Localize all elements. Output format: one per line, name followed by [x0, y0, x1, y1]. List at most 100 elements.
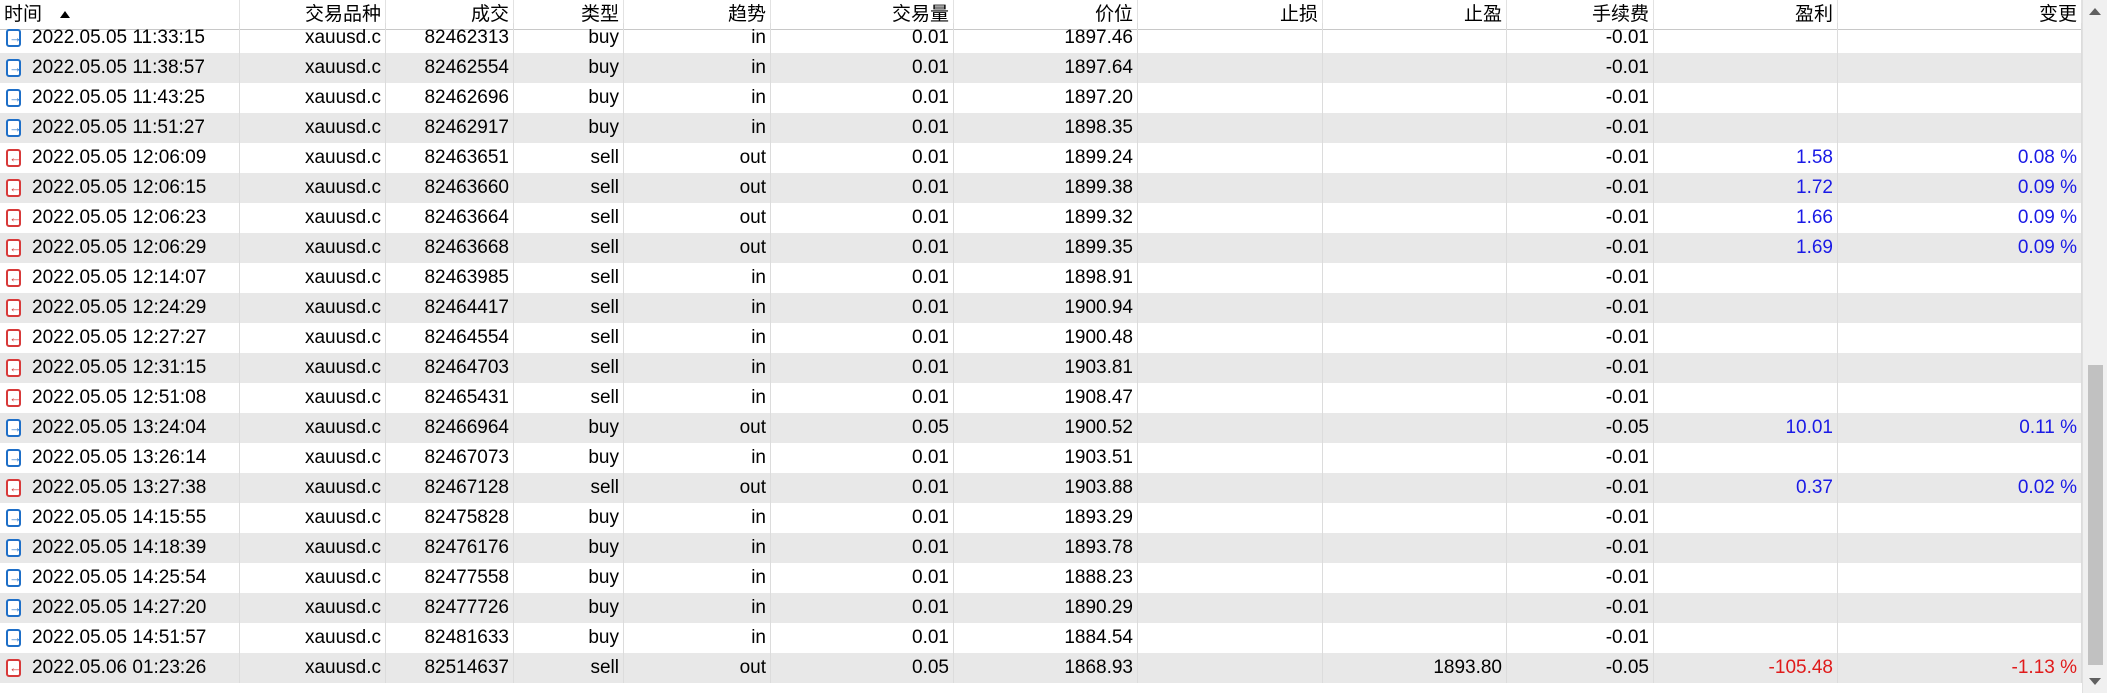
table-row[interactable]: 2022.05.05 11:51:27 xauusd.c 82462917 buy in… — [0, 113, 2082, 143]
cell-text: 82514637 — [424, 657, 509, 678]
table-row[interactable]: 2022.05.06 01:23:26 xauusd.c 82514637 sell o… — [0, 653, 2082, 683]
cell-text: 1890.29 — [1064, 597, 1133, 618]
table-row[interactable]: 2022.05.05 12:06:29 xauusd.c 82463668 sell o… — [0, 233, 2082, 263]
deal-in-icon — [6, 569, 22, 587]
cell-profit: 1.66 — [1654, 203, 1838, 233]
table-row[interactable]: 2022.05.05 12:14:07 xauusd.c 82463985 sell i… — [0, 263, 2082, 293]
vertical-scrollbar[interactable] — [2082, 0, 2107, 693]
cell-type: buy — [514, 413, 624, 443]
cell-tp — [1323, 563, 1507, 593]
table-row[interactable]: 2022.05.05 11:38:57 xauusd.c 82462554 buy in… — [0, 53, 2082, 83]
column-header-type[interactable]: 类型 — [514, 0, 624, 30]
table-row[interactable]: 2022.05.05 12:06:09 xauusd.c 82463651 sell o… — [0, 143, 2082, 173]
cell-text: 0.01 — [912, 27, 949, 48]
cell-text: -0.01 — [1605, 507, 1649, 528]
cell-symbol: xauusd.c — [240, 83, 386, 113]
cell-text: sell — [590, 387, 619, 408]
cell-price: 1903.88 — [954, 473, 1138, 503]
cell-direction: in — [624, 323, 771, 353]
cell-text: buy — [588, 447, 619, 468]
column-header-stop-loss[interactable]: 止损 — [1138, 0, 1323, 30]
cell-time: 2022.05.05 12:06:23 — [0, 203, 240, 233]
column-header-take-profit[interactable]: 止盈 — [1323, 0, 1507, 30]
cell-text: -0.01 — [1605, 57, 1649, 78]
sort-ascending-icon — [60, 11, 71, 18]
table-row[interactable]: 2022.05.05 14:51:57 xauusd.c 82481633 buy in… — [0, 623, 2082, 653]
table-row[interactable]: 2022.05.05 12:51:08 xauusd.c 82465431 sell i… — [0, 383, 2082, 413]
cell-text: 0.05 — [912, 417, 949, 438]
cell-commission: -0.01 — [1507, 53, 1654, 83]
cell-symbol: xauusd.c — [240, 443, 386, 473]
cell-text: in — [751, 27, 766, 48]
cell-change — [1838, 443, 2082, 473]
cell-profit — [1654, 443, 1838, 473]
cell-text: in — [751, 387, 766, 408]
cell-change: 0.09 % — [1838, 233, 2082, 263]
table-row[interactable]: 2022.05.05 11:33:15 xauusd.c 82462313 buy in… — [0, 23, 2082, 53]
cell-text: in — [751, 327, 766, 348]
cell-direction: in — [624, 533, 771, 563]
cell-tp — [1323, 293, 1507, 323]
table-row[interactable]: 2022.05.05 13:24:04 xauusd.c 82466964 buy ou… — [0, 413, 2082, 443]
table-row[interactable]: 2022.05.05 14:25:54 xauusd.c 82477558 buy in… — [0, 563, 2082, 593]
cell-text: 2022.05.05 14:27:20 — [32, 597, 207, 618]
column-header-symbol[interactable]: 交易品种 — [240, 0, 386, 30]
scrollbar-thumb[interactable] — [2088, 365, 2103, 665]
cell-volume: 0.01 — [771, 113, 954, 143]
cell-profit — [1654, 263, 1838, 293]
cell-text: 1893.29 — [1064, 507, 1133, 528]
cell-deal: 82466964 — [386, 413, 514, 443]
cell-type: buy — [514, 563, 624, 593]
cell-text: buy — [588, 507, 619, 528]
table-row[interactable]: 2022.05.05 12:27:27 xauusd.c 82464554 sell i… — [0, 323, 2082, 353]
cell-text: in — [751, 57, 766, 78]
table-row[interactable]: 2022.05.05 14:15:55 xauusd.c 82475828 buy in… — [0, 503, 2082, 533]
column-header-price[interactable]: 价位 — [954, 0, 1138, 30]
cell-text: 1899.24 — [1064, 147, 1133, 168]
cell-text: 0.37 — [1796, 477, 1833, 498]
scroll-down-icon[interactable] — [2089, 678, 2101, 685]
cell-commission: -0.01 — [1507, 563, 1654, 593]
column-header-change[interactable]: 变更 — [1838, 0, 2082, 30]
cell-profit — [1654, 83, 1838, 113]
cell-volume: 0.01 — [771, 623, 954, 653]
cell-profit — [1654, 593, 1838, 623]
cell-text: 2022.05.05 11:38:57 — [32, 57, 205, 78]
table-row[interactable]: 2022.05.05 12:06:23 xauusd.c 82463664 sell o… — [0, 203, 2082, 233]
cell-text: 1900.94 — [1064, 297, 1133, 318]
cell-text: xauusd.c — [304, 147, 381, 168]
cell-profit — [1654, 293, 1838, 323]
column-header-time[interactable]: 时间 — [0, 0, 240, 30]
table-row[interactable]: 2022.05.05 14:18:39 xauusd.c 82476176 buy in… — [0, 533, 2082, 563]
column-header-commission[interactable]: 手续费 — [1507, 0, 1654, 30]
cell-profit — [1654, 533, 1838, 563]
table-row[interactable]: 2022.05.05 13:26:14 xauusd.c 82467073 buy in… — [0, 443, 2082, 473]
table-row[interactable]: 2022.05.05 13:27:38 xauusd.c 82467128 sell o… — [0, 473, 2082, 503]
cell-text: 2022.05.05 12:24:29 — [32, 297, 207, 318]
scroll-up-icon[interactable] — [2089, 8, 2101, 15]
cell-price: 1898.91 — [954, 263, 1138, 293]
cell-sl — [1138, 563, 1323, 593]
column-header-profit[interactable]: 盈利 — [1654, 0, 1838, 30]
table-row[interactable]: 2022.05.05 12:31:15 xauusd.c 82464703 sell i… — [0, 353, 2082, 383]
cell-deal: 82463664 — [386, 203, 514, 233]
table-row[interactable]: 2022.05.05 12:24:29 xauusd.c 82464417 sell i… — [0, 293, 2082, 323]
cell-text: 82464703 — [424, 357, 509, 378]
cell-commission: -0.01 — [1507, 173, 1654, 203]
cell-type: buy — [514, 23, 624, 53]
cell-text: xauusd.c — [304, 297, 381, 318]
column-header-volume[interactable]: 交易量 — [771, 0, 954, 30]
cell-time: 2022.05.05 14:15:55 — [0, 503, 240, 533]
cell-deal: 82477558 — [386, 563, 514, 593]
column-header-deal[interactable]: 成交 — [386, 0, 514, 30]
table-row[interactable]: 2022.05.05 12:06:15 xauusd.c 82463660 sell o… — [0, 173, 2082, 203]
column-header-label: 类型 — [580, 4, 619, 25]
deal-in-icon — [6, 509, 22, 527]
cell-text: sell — [590, 177, 619, 198]
table-row[interactable]: 2022.05.05 11:43:25 xauusd.c 82462696 buy in… — [0, 83, 2082, 113]
cell-text: 0.09 % — [2017, 237, 2077, 258]
table-row[interactable]: 2022.05.05 14:27:20 xauusd.c 82477726 buy in… — [0, 593, 2082, 623]
column-header-direction[interactable]: 趋势 — [624, 0, 771, 30]
cell-commission: -0.01 — [1507, 203, 1654, 233]
cell-text: 2022.05.05 12:06:15 — [32, 177, 207, 198]
